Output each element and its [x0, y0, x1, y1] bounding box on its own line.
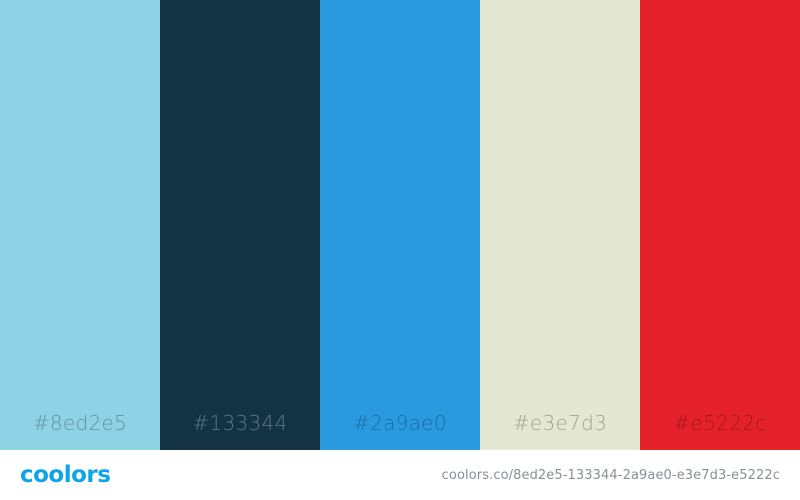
swatch-hex-label: #e3e7d3 [512, 411, 608, 435]
swatch-hex-label: #133344 [192, 411, 288, 435]
swatch-1[interactable]: #8ed2e5 [0, 0, 160, 450]
swatch-2[interactable]: #133344 [160, 0, 320, 450]
swatch-4[interactable]: #e3e7d3 [480, 0, 640, 450]
footer-bar: coolors coolors.co/8ed2e5-133344-2a9ae0-… [0, 450, 800, 500]
color-palette: #8ed2e5 #133344 #2a9ae0 #e3e7d3 #e5222c [0, 0, 800, 450]
swatch-3[interactable]: #2a9ae0 [320, 0, 480, 450]
swatch-hex-label: #e5222c [673, 411, 767, 435]
swatch-hex-label: #2a9ae0 [353, 411, 447, 435]
coolors-logo[interactable]: coolors [20, 461, 111, 488]
swatch-5[interactable]: #e5222c [640, 0, 800, 450]
logo-text: coolors [20, 461, 111, 488]
swatch-hex-label: #8ed2e5 [32, 411, 128, 435]
palette-url-link[interactable]: coolors.co/8ed2e5-133344-2a9ae0-e3e7d3-e… [441, 467, 780, 483]
